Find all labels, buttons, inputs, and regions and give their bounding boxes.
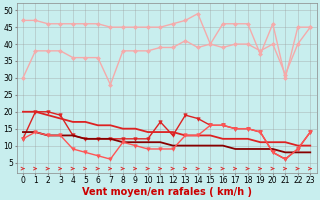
X-axis label: Vent moyen/en rafales ( km/h ): Vent moyen/en rafales ( km/h ) <box>82 187 252 197</box>
